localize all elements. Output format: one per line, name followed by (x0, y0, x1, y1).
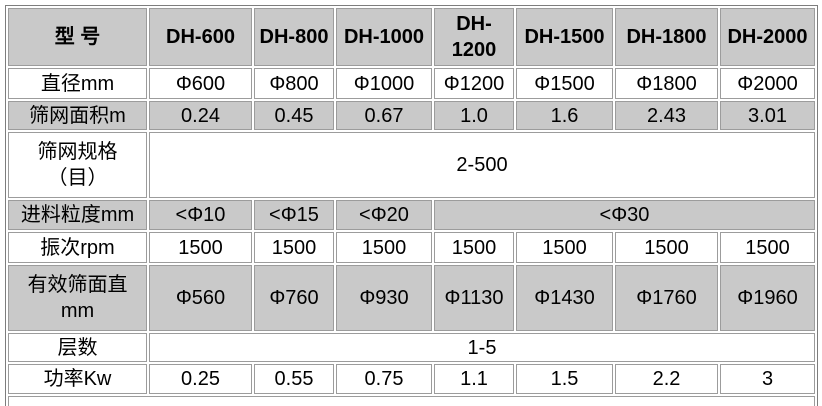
table-cell: 0.75 (336, 364, 432, 394)
table-row: 筛网规格 （目） 2-500 (8, 132, 815, 198)
table-cell: <Φ20 (336, 200, 432, 230)
row-label-cell: 振次rpm (8, 232, 147, 263)
table-cell: 0.45 (254, 101, 334, 130)
table-cell: 2.2 (615, 364, 718, 394)
table-cell: 1500 (615, 232, 718, 263)
table-cell: 0.67 (336, 101, 432, 130)
table-cell-cutoff (8, 396, 815, 406)
row-label-cell: 层数 (8, 333, 147, 362)
table-cell: 1.0 (434, 101, 514, 130)
spec-table: 型 号 DH-600 DH-800 DH-1000 DH-1200 DH-150… (5, 5, 818, 406)
table-row: 筛网面积m 0.24 0.45 0.67 1.0 1.6 2.43 3.01 (8, 101, 815, 130)
header-cell: DH-1800 (615, 8, 718, 66)
table-cell: Φ800 (254, 68, 334, 99)
table-cell: 1.1 (434, 364, 514, 394)
header-cell: DH-1200 (434, 8, 514, 66)
table-cell: 1500 (516, 232, 613, 263)
table-cell: Φ1500 (516, 68, 613, 99)
table-row: 直径mm Φ600 Φ800 Φ1000 Φ1200 Φ1500 Φ1800 Φ… (8, 68, 815, 99)
table-cell: 3.01 (720, 101, 815, 130)
table-cell: 0.24 (149, 101, 252, 130)
table-cell: 1500 (720, 232, 815, 263)
table-cell: 0.25 (149, 364, 252, 394)
table-row: 功率Kw 0.25 0.55 0.75 1.1 1.5 2.2 3 (8, 364, 815, 394)
table-cell: 0.55 (254, 364, 334, 394)
table-cell-span: 1-5 (149, 333, 815, 362)
table-cell: <Φ15 (254, 200, 334, 230)
table-cell: Φ1760 (615, 265, 718, 331)
table-cell: Φ760 (254, 265, 334, 331)
table-cell: 1.6 (516, 101, 613, 130)
table-cell: Φ1800 (615, 68, 718, 99)
table-row: 层数 1-5 (8, 333, 815, 362)
table-row: 振次rpm 1500 1500 1500 1500 1500 1500 1500 (8, 232, 815, 263)
table-cell-span: <Φ30 (434, 200, 815, 230)
table-cell: 1500 (336, 232, 432, 263)
table-row: 有效筛面直 mm Φ560 Φ760 Φ930 Φ1130 Φ1430 Φ176… (8, 265, 815, 331)
table-cell-span: 2-500 (149, 132, 815, 198)
table-cell: 1500 (254, 232, 334, 263)
row-label-cell: 有效筛面直 mm (8, 265, 147, 331)
table-row-cutoff (8, 396, 815, 406)
table-row: 进料粒度mm <Φ10 <Φ15 <Φ20 <Φ30 (8, 200, 815, 230)
table-cell: Φ1130 (434, 265, 514, 331)
table-cell: Φ560 (149, 265, 252, 331)
table-cell: 2.43 (615, 101, 718, 130)
header-cell: DH-2000 (720, 8, 815, 66)
header-cell: DH-800 (254, 8, 334, 66)
table-cell: Φ1000 (336, 68, 432, 99)
table-cell: Φ1430 (516, 265, 613, 331)
table-cell: 3 (720, 364, 815, 394)
row-label-cell: 功率Kw (8, 364, 147, 394)
header-cell: DH-600 (149, 8, 252, 66)
header-model-label-cell: 型 号 (8, 8, 147, 66)
header-cell: DH-1500 (516, 8, 613, 66)
header-cell: DH-1000 (336, 8, 432, 66)
table-cell: 1.5 (516, 364, 613, 394)
row-label-cell: 筛网规格 （目） (8, 132, 147, 198)
table-header-row: 型 号 DH-600 DH-800 DH-1000 DH-1200 DH-150… (8, 8, 815, 66)
table-cell: Φ1200 (434, 68, 514, 99)
table-cell: Φ1960 (720, 265, 815, 331)
row-label-cell: 直径mm (8, 68, 147, 99)
table-cell: <Φ10 (149, 200, 252, 230)
table-cell: Φ930 (336, 265, 432, 331)
row-label-cell: 筛网面积m (8, 101, 147, 130)
table-cell: Φ2000 (720, 68, 815, 99)
table-cell: Φ600 (149, 68, 252, 99)
row-label-cell: 进料粒度mm (8, 200, 147, 230)
table-cell: 1500 (149, 232, 252, 263)
table-cell: 1500 (434, 232, 514, 263)
